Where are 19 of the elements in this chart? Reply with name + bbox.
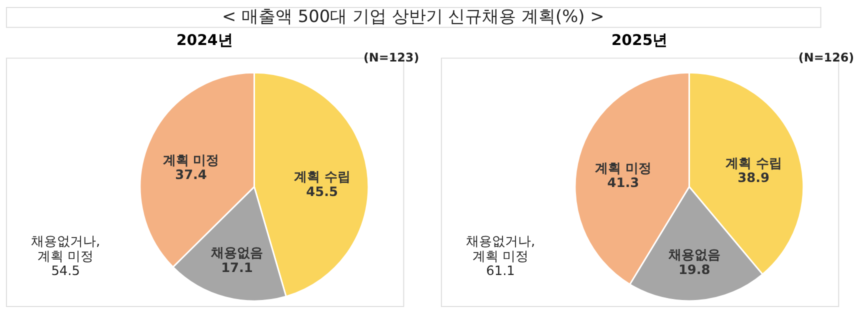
slice-label: 계획 수립 bbox=[294, 170, 350, 186]
chart-title: 2024년 bbox=[176, 30, 233, 49]
text: 채용없거나, 계획 미정 54.5 bbox=[30, 234, 100, 280]
slice-label: 계획 수립 bbox=[725, 156, 782, 172]
slice-label: 채용없음 bbox=[210, 246, 263, 262]
data-label: 38.9 bbox=[738, 171, 770, 186]
data-label: 19.8 bbox=[678, 262, 710, 278]
slice-label: 계획 미정 bbox=[162, 153, 220, 168]
text: (N=123) bbox=[363, 50, 420, 65]
text: < 매출액 500대 기업 상반기 신규채용 계획(%) > bbox=[222, 6, 604, 26]
slice-label: 계획 미정 bbox=[594, 161, 652, 176]
text: (N=126) bbox=[798, 50, 854, 65]
text: 채용없거나, 계획 미정 61.1 bbox=[466, 234, 536, 280]
data-label: 17.1 bbox=[221, 260, 253, 276]
data-label: 45.5 bbox=[306, 185, 338, 200]
data-label: 41.3 bbox=[607, 176, 640, 192]
slice-label: 채용없음 bbox=[667, 248, 720, 264]
chart-title: 2025년 bbox=[611, 30, 668, 49]
data-label: 37.4 bbox=[175, 168, 207, 184]
